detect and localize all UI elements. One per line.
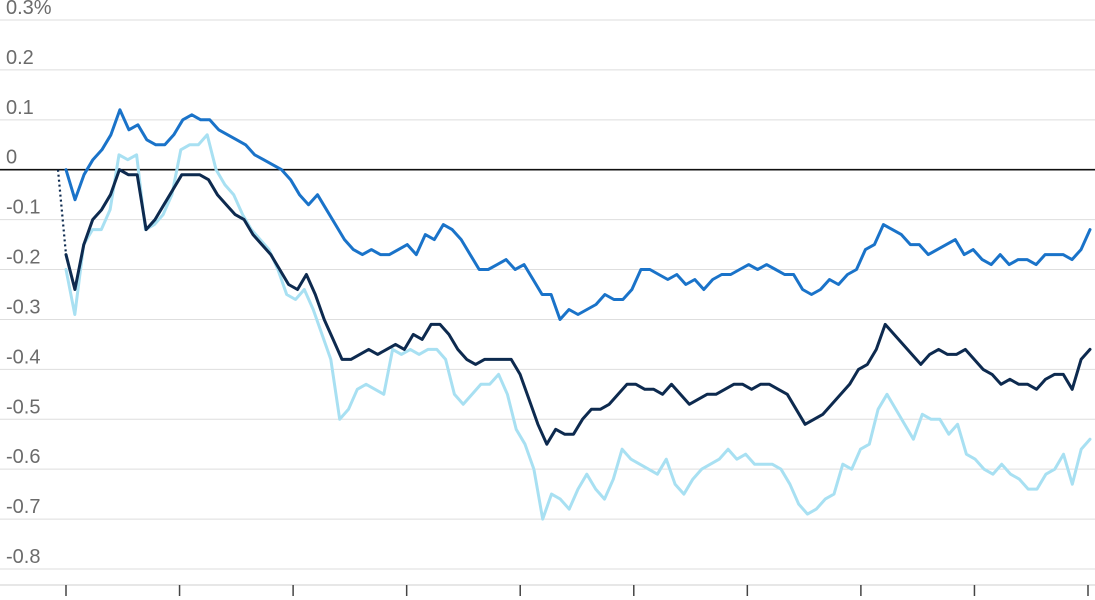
x-axis	[0, 584, 1095, 596]
series-line-3	[64, 133, 1092, 521]
series-line-1	[64, 108, 1092, 321]
series-lines	[56, 108, 1092, 521]
dotted-lead-in	[56, 169, 68, 255]
y-tick-label: -0.5	[6, 396, 40, 418]
y-tick-label: -0.2	[6, 247, 40, 269]
y-axis-tick-labels: 0.3% 0.2 0.1 0 -0.1 -0.2 -0.3 -0.4 -0.5 -0.6 -0.7 -…	[6, 0, 52, 568]
y-tick-label: -0.1	[6, 197, 40, 219]
y-tick-label: 0.1	[6, 97, 34, 119]
y-tick-label: -0.6	[6, 446, 40, 468]
y-tick-label: -0.4	[6, 346, 40, 368]
y-tick-label: 0.2	[6, 47, 34, 69]
series-line-2	[64, 168, 1092, 446]
y-tick-label: -0.3	[6, 296, 40, 318]
y-tick-label: 0	[6, 147, 17, 169]
y-tick-label: 0.3%	[6, 0, 52, 19]
y-tick-label: -0.7	[6, 496, 40, 518]
y-tick-label: -0.8	[6, 546, 40, 568]
